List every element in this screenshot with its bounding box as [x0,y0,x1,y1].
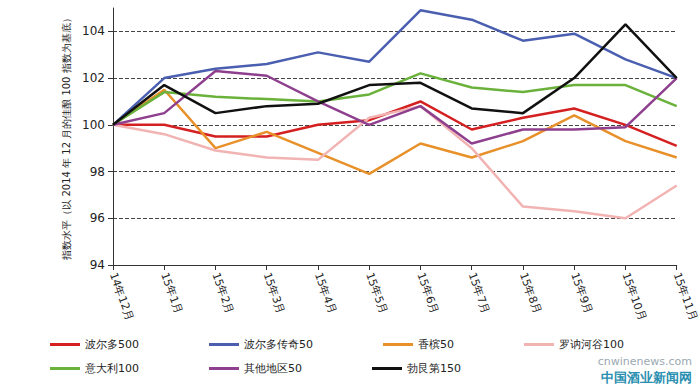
svg-text:15年5月: 15年5月 [363,271,390,316]
svg-text:中国酒业新闻网: 中国酒业新闻网 [601,370,692,385]
svg-text:15年4月: 15年4月 [312,271,339,316]
svg-text:102: 102 [82,71,105,85]
svg-text:15年11月: 15年11月 [671,271,700,322]
svg-text:15年6月: 15年6月 [414,271,441,316]
svg-text:15年9月: 15年9月 [568,271,595,316]
svg-text:98: 98 [90,165,105,179]
svg-text:96: 96 [90,211,105,225]
svg-text:波尔多传奇50: 波尔多传奇50 [244,338,313,351]
svg-text:罗讷河谷100: 罗讷河谷100 [559,338,624,351]
svg-text:94: 94 [90,258,105,272]
svg-text:香槟50: 香槟50 [418,338,454,351]
svg-text:波尔多500: 波尔多500 [85,338,139,351]
svg-text:勃艮第150: 勃艮第150 [407,362,461,375]
svg-text:意大利100: 意大利100 [84,362,139,375]
svg-text:104: 104 [82,24,105,38]
svg-text:15年7月: 15年7月 [466,271,493,316]
svg-text:15年8月: 15年8月 [517,271,544,316]
svg-text:指数水平（以 2014 年 12 月的佳酿 100 指数为基: 指数水平（以 2014 年 12 月的佳酿 100 指数为基底） [61,13,72,260]
svg-text:15年1月: 15年1月 [158,271,185,316]
svg-text:100: 100 [82,118,105,132]
svg-text:15年3月: 15年3月 [261,271,288,316]
svg-text:14年12月: 14年12月 [107,271,136,322]
svg-text:15年10月: 15年10月 [619,271,648,322]
svg-text:15年2月: 15年2月 [209,271,236,316]
svg-text:cnwinenews.com: cnwinenews.com [598,355,692,368]
svg-text:其他地区50: 其他地区50 [244,362,302,375]
